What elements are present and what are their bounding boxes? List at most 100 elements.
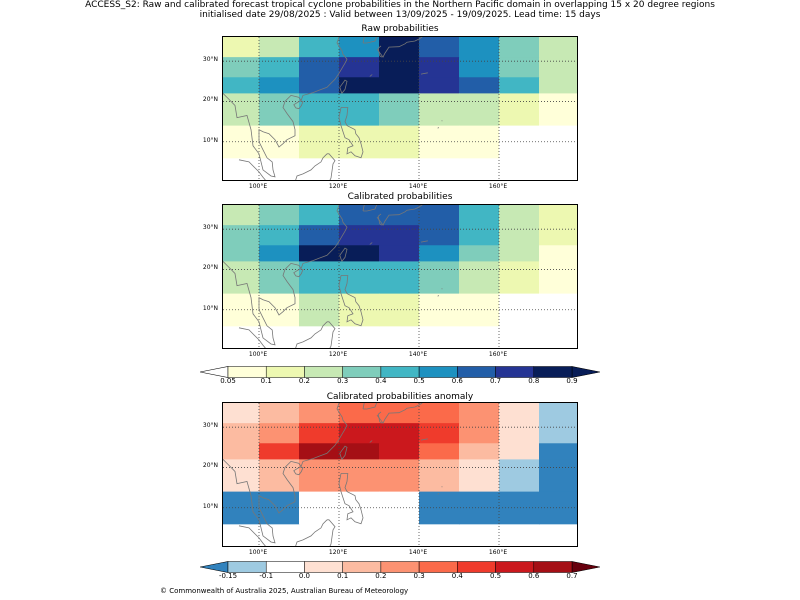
grid-cell (499, 245, 540, 262)
grid-cell (539, 57, 577, 78)
grid-cell (223, 57, 260, 78)
latitude-label: 10°N (202, 304, 218, 312)
colorbar-swatch (265, 561, 305, 573)
colorbar-tick-label: 0.7 (566, 572, 578, 580)
colorbar-tick-label: 0.4 (451, 572, 463, 580)
colorbar-tick-label: 0.6 (528, 572, 540, 580)
latitude-label: 10°N (202, 502, 218, 510)
colorbar-over-extension (571, 366, 601, 378)
coastline (369, 242, 373, 245)
latitude-label: 20°N (202, 264, 218, 272)
grid-cell (499, 443, 540, 460)
grid-cell (419, 225, 460, 246)
longitude-label: 100°E (248, 549, 268, 556)
grid-cell (259, 261, 300, 295)
colorbar-swatch (418, 561, 458, 573)
grid-cell (259, 403, 300, 424)
grid-cell (379, 245, 420, 262)
colorbar-swatch (495, 561, 535, 573)
coastline (238, 525, 266, 546)
longitude-label: 120°E (328, 183, 348, 190)
grid-cell (339, 459, 380, 493)
map-canvas (223, 205, 577, 348)
grid-cell (459, 245, 500, 262)
grid-cell (419, 205, 460, 226)
colorbar-over-extension (571, 561, 601, 573)
figure-title-line1: ACCESS_S2: Raw and calibrated forecast t… (85, 0, 715, 10)
grid-cell (459, 205, 500, 226)
longitude-label: 100°E (248, 183, 268, 190)
grid-cell (419, 261, 460, 295)
colorbar-swatch (227, 366, 267, 378)
coastline (362, 205, 378, 212)
colorbar-tick-label: 0.2 (298, 377, 310, 385)
coastline (377, 213, 383, 226)
grid-cell (499, 459, 540, 493)
raw-panel-title: Raw probabilities (361, 24, 439, 34)
coastline (338, 473, 364, 525)
coastline (437, 492, 439, 495)
coastline (420, 240, 428, 243)
grid-cell (539, 77, 577, 94)
grid-cell (499, 225, 540, 246)
grid-cell (459, 37, 500, 58)
colorbar-tick-label: 0.3 (413, 572, 425, 580)
grid-cell (299, 245, 340, 262)
colorbar-swatch (533, 561, 573, 573)
coastline (238, 159, 266, 180)
longitude-label: 140°E (408, 351, 428, 358)
colorbar-tick-label: -0.1 (259, 572, 274, 580)
grid-cell (459, 77, 500, 94)
longitude-label: 160°E (488, 183, 508, 190)
grid-cell (419, 403, 460, 424)
longitude-label: 120°E (328, 351, 348, 358)
grid-cell (459, 443, 500, 460)
coastline (293, 466, 304, 476)
grid-cell (223, 443, 260, 460)
grid-cell (299, 57, 340, 78)
longitude-label: 160°E (488, 549, 508, 556)
map-canvas (223, 403, 577, 546)
grid-cell (259, 57, 300, 78)
grid-cell (339, 261, 380, 295)
grid-cell (459, 423, 500, 444)
grid-cell (539, 293, 577, 327)
grid-cell (539, 37, 577, 58)
grid-cell (459, 293, 500, 327)
copyright-notice: © Commonwealth of Australia 2025, Austra… (160, 587, 409, 595)
grid-cell (459, 57, 500, 78)
colorbar-tick-label: 0.6 (451, 377, 463, 385)
grid-cell (299, 443, 340, 460)
coastline (362, 403, 378, 410)
anomaly-panel-title: Calibrated probabilities anomaly (326, 392, 474, 402)
grid-cell (539, 261, 577, 295)
colorbar-tick-label: 0.7 (489, 377, 502, 385)
grid-cell (259, 93, 300, 127)
grid-cell (339, 205, 380, 226)
figure-title-line2: initialised date 29/08/2025 : Valid betw… (199, 10, 601, 20)
grid-cell (223, 93, 260, 127)
grid-cell (539, 423, 577, 444)
latitude-label: 30°N (202, 224, 218, 232)
grid-cell (379, 205, 420, 226)
coastline (420, 72, 428, 75)
grid-cell (259, 245, 300, 262)
grid-cell (379, 261, 420, 295)
grid-cell (259, 443, 300, 460)
grid-cell (499, 77, 540, 94)
grid-cell (459, 261, 500, 295)
colorbar-swatch (304, 561, 343, 573)
coastline (295, 321, 336, 348)
grid-cell (379, 225, 420, 246)
probability-colorbar (199, 363, 601, 378)
colorbar-swatch (342, 366, 382, 378)
colorbar-under-extension (199, 561, 229, 573)
colorbar-tick-label: 0.3 (337, 377, 349, 385)
grid-cell (299, 77, 340, 94)
coastline (376, 403, 423, 424)
colorbar-swatch (533, 366, 573, 378)
calibrated-panel-title: Calibrated probabilities (347, 192, 453, 202)
grid-cell (223, 423, 260, 444)
anomaly-colorbar (199, 558, 601, 573)
grid-cell (539, 93, 577, 127)
